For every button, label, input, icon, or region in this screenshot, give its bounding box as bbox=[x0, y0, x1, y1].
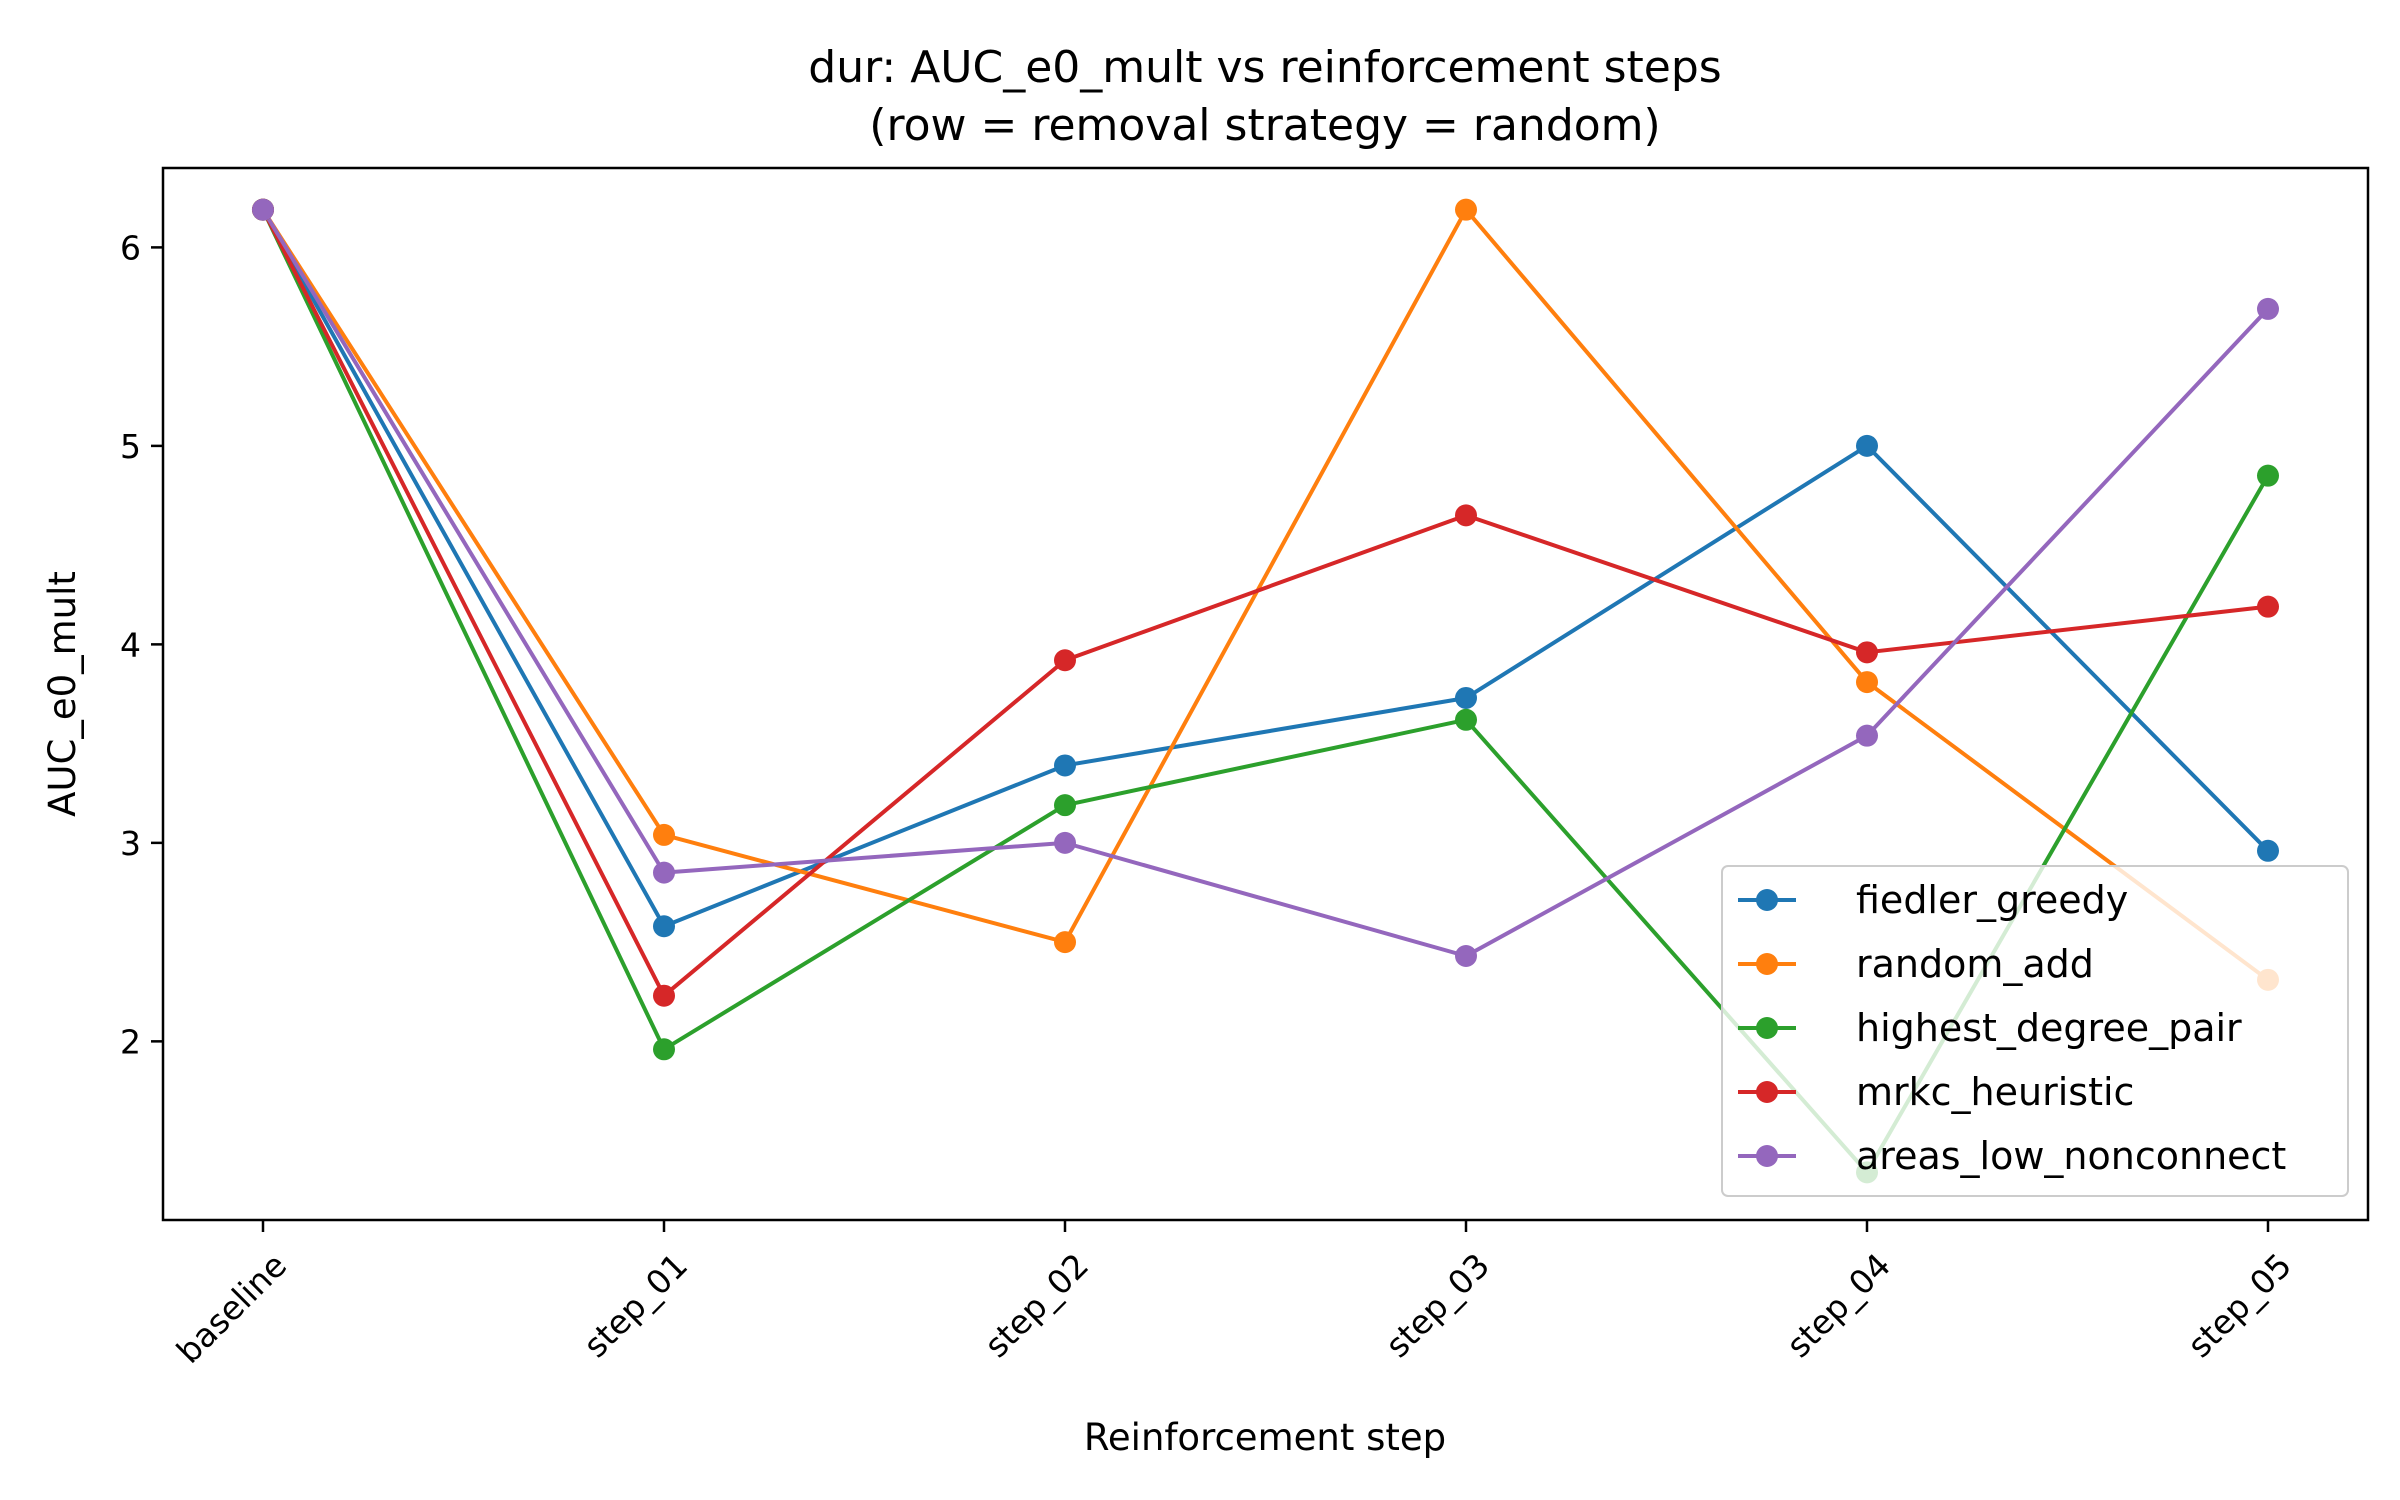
data-point-mrkc_heuristic bbox=[1455, 504, 1477, 527]
data-point-highest_degree_pair bbox=[1054, 794, 1076, 817]
legend-marker-highest_degree_pair bbox=[1756, 1017, 1778, 1039]
legend: fiedler_greedy random_add highest_degree_p… bbox=[1721, 865, 2349, 1197]
x-tick-label: step_01 bbox=[576, 1246, 695, 1365]
y-tick-label: 2 bbox=[120, 1022, 141, 1061]
data-point-fiedler_greedy bbox=[1054, 754, 1076, 777]
y-axis-label: AUC_e0_mult bbox=[41, 571, 84, 817]
x-tick-label: step_05 bbox=[2180, 1246, 2299, 1365]
x-tick-label: step_03 bbox=[1378, 1246, 1497, 1365]
data-point-fiedler_greedy bbox=[1455, 686, 1477, 709]
y-axis: 2 3 4 5 6 bbox=[120, 228, 163, 1061]
x-axis: baseline step_01 step_02 step_03 step_04 step… bbox=[169, 1220, 2299, 1371]
x-axis-label: Reinforcement step bbox=[1084, 1416, 1446, 1459]
data-point-areas_low_nonconnect bbox=[2257, 297, 2279, 320]
legend-marker-fiedler_greedy bbox=[1756, 889, 1778, 911]
data-point-highest_degree_pair bbox=[1455, 708, 1477, 731]
legend-box bbox=[1721, 865, 2349, 1197]
data-point-highest_degree_pair bbox=[2257, 464, 2279, 487]
series-line-fiedler_greedy bbox=[261, 208, 2270, 929]
series-line-random_add bbox=[261, 207, 2270, 982]
plot-area bbox=[161, 166, 2370, 1222]
x-tick-label: baseline bbox=[169, 1246, 294, 1371]
legend-label: highest_degree_pair bbox=[1856, 1006, 2242, 1050]
data-point-mrkc_heuristic bbox=[653, 984, 675, 1007]
data-point-fiedler_greedy bbox=[1856, 434, 1878, 457]
legend-label: areas_low_nonconnect bbox=[1856, 1134, 2286, 1178]
data-point-areas_low_nonconnect bbox=[1455, 945, 1477, 968]
data-point-random_add bbox=[1856, 671, 1878, 694]
x-tick-label: step_02 bbox=[977, 1246, 1096, 1365]
data-point-fiedler_greedy bbox=[2257, 839, 2279, 862]
chart-subtitle: (row = removal strategy = random) bbox=[869, 100, 1660, 151]
legend-marker-mrkc_heuristic bbox=[1756, 1081, 1778, 1103]
data-point-mrkc_heuristic bbox=[2257, 595, 2279, 618]
data-point-areas_low_nonconnect bbox=[252, 198, 274, 221]
legend-label: random_add bbox=[1856, 942, 2094, 986]
data-point-areas_low_nonconnect bbox=[653, 861, 675, 884]
y-tick-label: 5 bbox=[120, 427, 141, 466]
legend-label: mrkc_heuristic bbox=[1856, 1070, 2134, 1114]
data-point-mrkc_heuristic bbox=[1856, 641, 1878, 664]
data-point-mrkc_heuristic bbox=[1054, 649, 1076, 672]
y-tick-label: 3 bbox=[120, 824, 141, 863]
data-point-areas_low_nonconnect bbox=[1856, 724, 1878, 747]
data-point-areas_low_nonconnect bbox=[1054, 831, 1076, 854]
data-point-fiedler_greedy bbox=[653, 915, 675, 938]
data-point-highest_degree_pair bbox=[653, 1038, 675, 1061]
data-point-random_add bbox=[1054, 931, 1076, 954]
chart-title: dur: AUC_e0_mult vs reinforcement steps bbox=[808, 42, 1721, 93]
data-point-random_add bbox=[653, 823, 675, 846]
legend-marker-random_add bbox=[1756, 953, 1778, 975]
legend-label: fiedler_greedy bbox=[1856, 878, 2128, 922]
x-tick-label: step_04 bbox=[1779, 1246, 1898, 1365]
legend-marker-areas_low_nonconnect bbox=[1756, 1145, 1778, 1167]
data-point-random_add bbox=[1455, 198, 1477, 221]
series-line-mrkc_heuristic bbox=[261, 208, 2269, 998]
series-line-areas_low_nonconnect bbox=[261, 208, 2270, 959]
series-layer bbox=[252, 198, 2279, 1184]
y-tick-label: 4 bbox=[120, 625, 141, 664]
y-tick-label: 6 bbox=[120, 228, 141, 267]
